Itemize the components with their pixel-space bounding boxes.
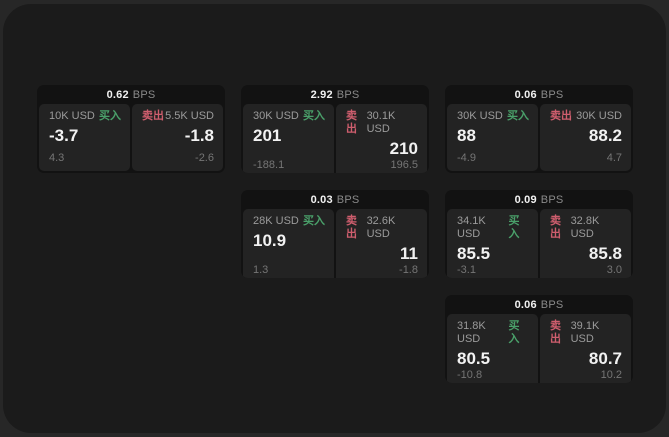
buy-change: 1.3 xyxy=(253,264,269,276)
bps-unit-label: BPS xyxy=(540,193,564,206)
card-body: 30K USD 买入 201 -188.1 卖出 30.1K USD 210 1… xyxy=(241,104,429,173)
buy-label: 买入 xyxy=(303,110,325,122)
bps-header: 0.06 BPS xyxy=(445,295,633,314)
bps-header: 0.03 BPS xyxy=(241,190,429,209)
buy-price: 80.5 xyxy=(457,349,491,368)
buy-price: 88 xyxy=(457,126,476,145)
quote-cards-grid: 0.62 BPS 10K USD 买入 -3.7 4.3 卖出 5.5K USD… xyxy=(37,85,633,383)
sell-panel[interactable]: 卖出 5.5K USD -1.8 -2.6 xyxy=(132,104,223,171)
buy-price: 10.9 xyxy=(253,231,287,250)
card-body: 28K USD 买入 10.9 1.3 卖出 32.6K USD 11 -1.8 xyxy=(241,209,429,278)
bps-header: 0.62 BPS xyxy=(37,85,225,104)
sell-change: -1.8 xyxy=(399,264,418,276)
bps-unit-label: BPS xyxy=(336,193,360,206)
buy-price: 201 xyxy=(253,126,282,145)
buy-label: 买入 xyxy=(507,110,529,122)
sell-change: 4.7 xyxy=(606,152,622,164)
sell-change: -2.6 xyxy=(195,152,214,164)
sell-panel[interactable]: 卖出 30.1K USD 210 196.5 xyxy=(336,104,427,173)
sell-price: 85.8 xyxy=(588,244,622,263)
buy-change: 4.3 xyxy=(49,152,65,164)
sell-panel[interactable]: 卖出 32.6K USD 11 -1.8 xyxy=(336,209,427,278)
sell-price: 210 xyxy=(389,139,418,158)
sell-change: 10.2 xyxy=(600,369,622,381)
sell-price: 80.7 xyxy=(588,349,622,368)
buy-price: 85.5 xyxy=(457,244,491,263)
buy-amount: 10K USD xyxy=(49,110,95,122)
sell-panel[interactable]: 卖出 39.1K USD 80.7 10.2 xyxy=(540,314,631,383)
buy-label: 买入 xyxy=(99,110,121,122)
bps-unit-label: BPS xyxy=(540,88,564,101)
bps-value: 0.03 xyxy=(310,193,333,206)
bps-value: 0.06 xyxy=(514,298,537,311)
card-body: 34.1K USD 买入 85.5 -3.1 卖出 32.8K USD 85.8… xyxy=(445,209,633,278)
buy-panel[interactable]: 34.1K USD 买入 85.5 -3.1 xyxy=(447,209,538,278)
buy-amount: 28K USD xyxy=(253,215,299,227)
buy-panel[interactable]: 28K USD 买入 10.9 1.3 xyxy=(243,209,334,278)
quote-card: 2.92 BPS 30K USD 买入 201 -188.1 卖出 30.1K … xyxy=(241,85,429,173)
quote-card: 0.09 BPS 34.1K USD 买入 85.5 -3.1 卖出 32.8K… xyxy=(445,190,633,278)
buy-change: -10.8 xyxy=(457,369,483,381)
bps-value: 0.06 xyxy=(514,88,537,101)
buy-label: 买入 xyxy=(508,215,520,240)
sell-price: -1.8 xyxy=(184,126,214,145)
sell-change: 3.0 xyxy=(606,264,622,276)
bps-unit-label: BPS xyxy=(336,88,360,101)
bps-header: 0.09 BPS xyxy=(445,190,633,209)
sell-amount: 30.1K USD xyxy=(366,110,396,135)
buy-change: -3.1 xyxy=(457,264,476,276)
sell-label: 卖出 xyxy=(550,110,572,122)
buy-amount: 30K USD xyxy=(457,110,503,122)
buy-price: -3.7 xyxy=(49,126,79,145)
quote-card: 0.06 BPS 31.8K USD 买入 80.5 -10.8 卖出 39.1… xyxy=(445,295,633,383)
buy-panel[interactable]: 30K USD 买入 201 -188.1 xyxy=(243,104,334,173)
card-body: 10K USD 买入 -3.7 4.3 卖出 5.5K USD -1.8 -2.… xyxy=(37,104,225,173)
bps-unit-label: BPS xyxy=(132,88,156,101)
buy-label: 买入 xyxy=(508,320,520,345)
sell-label: 卖出 xyxy=(346,110,357,135)
buy-label: 买入 xyxy=(303,215,325,227)
sell-panel[interactable]: 卖出 30K USD 88.2 4.7 xyxy=(540,104,631,171)
buy-panel[interactable]: 30K USD 买入 88 -4.9 xyxy=(447,104,538,171)
buy-panel[interactable]: 10K USD 买入 -3.7 4.3 xyxy=(39,104,130,171)
sell-amount: 5.5K USD xyxy=(165,110,214,122)
buy-change: -4.9 xyxy=(457,152,476,164)
buy-panel[interactable]: 31.8K USD 买入 80.5 -10.8 xyxy=(447,314,538,383)
sell-label: 卖出 xyxy=(550,215,561,240)
bps-unit-label: BPS xyxy=(540,298,564,311)
sell-panel[interactable]: 卖出 32.8K USD 85.8 3.0 xyxy=(540,209,631,278)
card-body: 30K USD 买入 88 -4.9 卖出 30K USD 88.2 4.7 xyxy=(445,104,633,173)
quote-card: 0.06 BPS 30K USD 买入 88 -4.9 卖出 30K USD 8… xyxy=(445,85,633,173)
sell-price: 88.2 xyxy=(588,126,622,145)
quote-card: 0.62 BPS 10K USD 买入 -3.7 4.3 卖出 5.5K USD… xyxy=(37,85,225,173)
sell-change: 196.5 xyxy=(390,159,418,171)
sell-amount: 30K USD xyxy=(576,110,622,122)
quote-card: 0.03 BPS 28K USD 买入 10.9 1.3 卖出 32.6K US… xyxy=(241,190,429,278)
sell-amount: 32.6K USD xyxy=(366,215,396,240)
sell-label: 卖出 xyxy=(346,215,357,240)
sell-amount: 39.1K USD xyxy=(570,320,600,345)
bps-header: 2.92 BPS xyxy=(241,85,429,104)
buy-amount: 31.8K USD xyxy=(457,320,486,345)
bps-value: 0.62 xyxy=(106,88,129,101)
bps-value: 0.09 xyxy=(514,193,537,206)
buy-amount: 34.1K USD xyxy=(457,215,486,240)
buy-amount: 30K USD xyxy=(253,110,299,122)
sell-price: 11 xyxy=(400,244,418,263)
sell-label: 卖出 xyxy=(550,320,561,345)
card-body: 31.8K USD 买入 80.5 -10.8 卖出 39.1K USD 80.… xyxy=(445,314,633,383)
bps-header: 0.06 BPS xyxy=(445,85,633,104)
sell-amount: 32.8K USD xyxy=(570,215,600,240)
sell-label: 卖出 xyxy=(142,110,164,122)
buy-change: -188.1 xyxy=(253,159,285,171)
bps-value: 2.92 xyxy=(310,88,333,101)
